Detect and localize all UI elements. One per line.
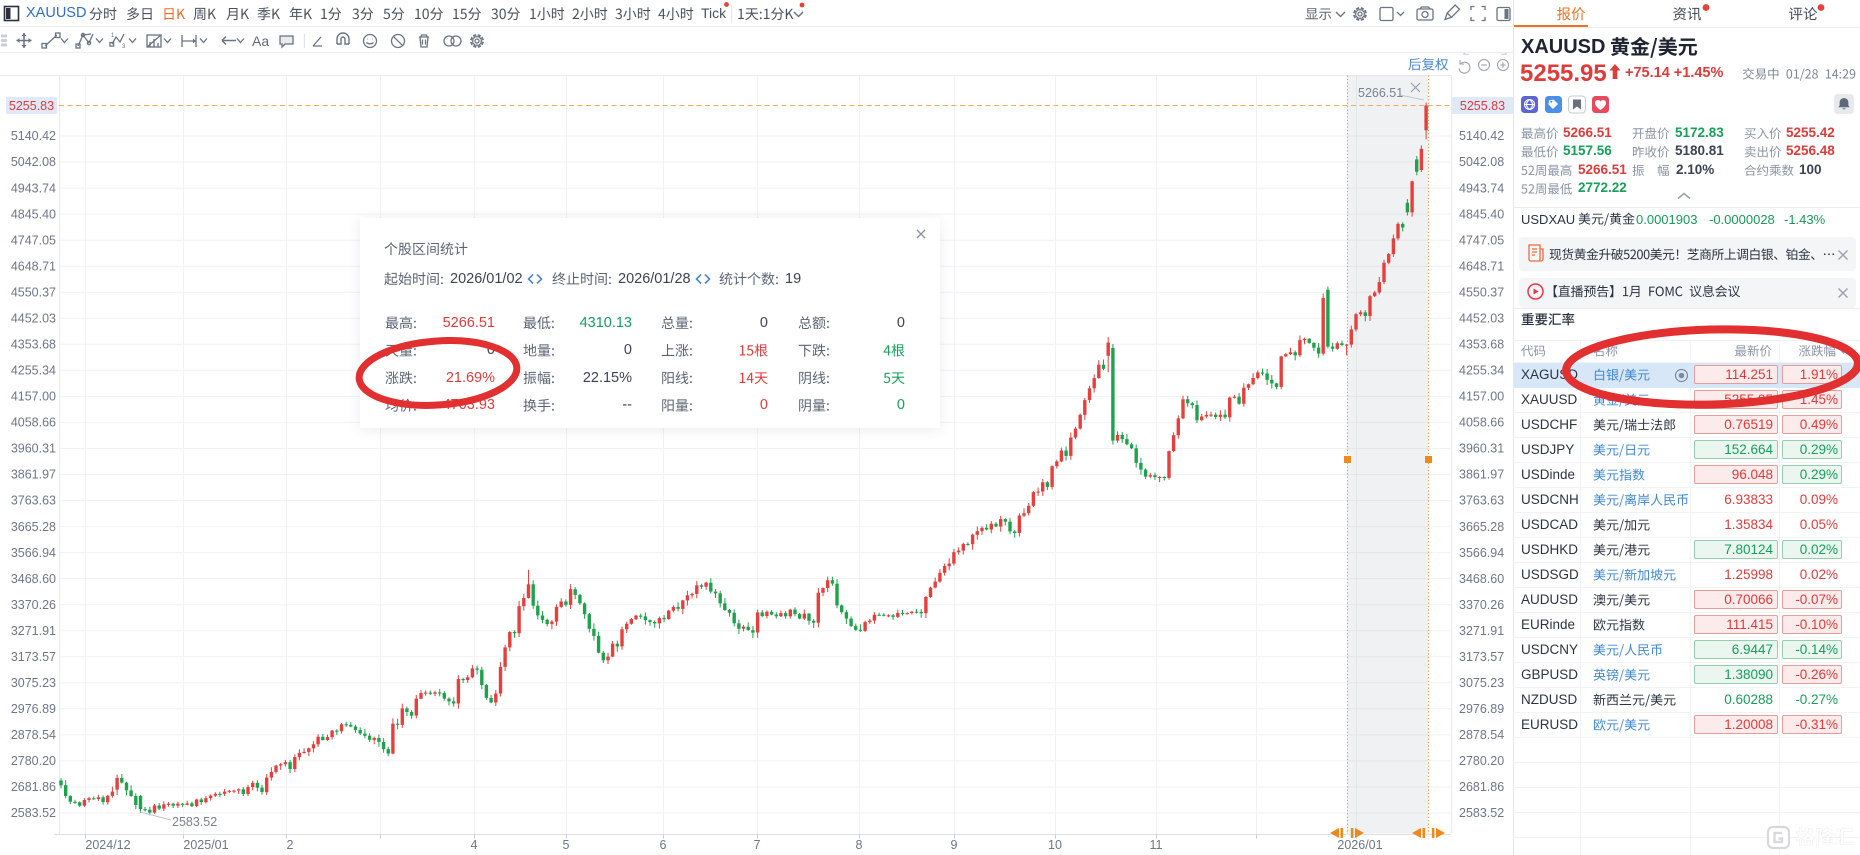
svg-text:8: 8 — [856, 838, 863, 852]
svg-text:4452.03: 4452.03 — [11, 312, 56, 326]
svg-text:4648.71: 4648.71 — [11, 259, 56, 273]
svg-text:4747.05: 4747.05 — [1459, 233, 1504, 247]
svg-text:4353.68: 4353.68 — [1459, 338, 1504, 352]
svg-text:4255.34: 4255.34 — [1459, 364, 1504, 378]
svg-text:3075.23: 3075.23 — [11, 676, 56, 690]
svg-text:3370.26: 3370.26 — [11, 598, 56, 612]
svg-text:3665.28: 3665.28 — [1459, 520, 1504, 534]
svg-text:4747.05: 4747.05 — [11, 233, 56, 247]
svg-text:2024/12: 2024/12 — [85, 838, 130, 852]
svg-text:4: 4 — [471, 838, 478, 852]
svg-text:3665.28: 3665.28 — [11, 520, 56, 534]
svg-text:2976.89: 2976.89 — [1459, 702, 1504, 716]
svg-text:4845.40: 4845.40 — [1459, 207, 1504, 221]
svg-text:3763.63: 3763.63 — [1459, 494, 1504, 508]
svg-text:4648.71: 4648.71 — [1459, 259, 1504, 273]
svg-text:3566.94: 3566.94 — [11, 546, 56, 560]
svg-text:4845.40: 4845.40 — [11, 207, 56, 221]
svg-text:3: 3 — [122, 44, 126, 50]
svg-text:4157.00: 4157.00 — [1459, 390, 1504, 404]
svg-text:3271.91: 3271.91 — [1459, 624, 1504, 638]
svg-text:3370.26: 3370.26 — [1459, 598, 1504, 612]
svg-text:3271.91: 3271.91 — [11, 624, 56, 638]
svg-text:5266.51: 5266.51 — [1358, 86, 1403, 100]
svg-text:5255.83: 5255.83 — [1460, 99, 1505, 113]
svg-text:6: 6 — [660, 838, 667, 852]
svg-text:2780.20: 2780.20 — [1459, 754, 1504, 768]
svg-text:4452.03: 4452.03 — [1459, 312, 1504, 326]
svg-text:3173.57: 3173.57 — [1459, 650, 1504, 664]
svg-text:2583.52: 2583.52 — [11, 806, 56, 820]
svg-text:3861.97: 3861.97 — [1459, 468, 1504, 482]
svg-text:4353.68: 4353.68 — [11, 338, 56, 352]
svg-text:2583.52: 2583.52 — [172, 815, 217, 829]
svg-text:3763.63: 3763.63 — [11, 494, 56, 508]
svg-text:7: 7 — [754, 838, 761, 852]
svg-text:4943.74: 4943.74 — [11, 181, 56, 195]
svg-text:4058.66: 4058.66 — [11, 416, 56, 430]
svg-text:4255.34: 4255.34 — [11, 364, 56, 378]
svg-text:11: 11 — [1150, 838, 1163, 852]
svg-text:10: 10 — [1048, 838, 1062, 852]
svg-text:2681.86: 2681.86 — [11, 780, 56, 794]
svg-text:5042.08: 5042.08 — [11, 155, 56, 169]
svg-text:1: 1 — [111, 33, 115, 39]
svg-text:2681.86: 2681.86 — [1459, 780, 1504, 794]
svg-text:2780.20: 2780.20 — [11, 754, 56, 768]
svg-text:2878.54: 2878.54 — [1459, 728, 1504, 742]
svg-text:3960.31: 3960.31 — [11, 442, 56, 456]
svg-text:9: 9 — [951, 838, 958, 852]
svg-text:2026/01: 2026/01 — [1337, 838, 1382, 852]
svg-text:3468.60: 3468.60 — [11, 572, 56, 586]
svg-text:5140.42: 5140.42 — [1459, 129, 1504, 143]
svg-text:2583.52: 2583.52 — [1459, 806, 1504, 820]
svg-text:4058.66: 4058.66 — [1459, 416, 1504, 430]
svg-text:2025/01: 2025/01 — [183, 838, 228, 852]
svg-text:5042.08: 5042.08 — [1459, 155, 1504, 169]
svg-text:3960.31: 3960.31 — [1459, 442, 1504, 456]
svg-text:Aa: Aa — [252, 33, 269, 49]
svg-text:5: 5 — [563, 838, 570, 852]
svg-text:5255.83: 5255.83 — [9, 99, 54, 113]
svg-text:4943.74: 4943.74 — [1459, 181, 1504, 195]
svg-text:3075.23: 3075.23 — [1459, 676, 1504, 690]
svg-text:5140.42: 5140.42 — [11, 129, 56, 143]
svg-text:4550.37: 4550.37 — [11, 285, 56, 299]
svg-text:3173.57: 3173.57 — [11, 650, 56, 664]
svg-text:3861.97: 3861.97 — [11, 468, 56, 482]
svg-text:4550.37: 4550.37 — [1459, 285, 1504, 299]
svg-text:2: 2 — [287, 838, 294, 852]
svg-text:2878.54: 2878.54 — [11, 728, 56, 742]
svg-text:3468.60: 3468.60 — [1459, 572, 1504, 586]
svg-text:3566.94: 3566.94 — [1459, 546, 1504, 560]
svg-text:2976.89: 2976.89 — [11, 702, 56, 716]
svg-text:4157.00: 4157.00 — [11, 390, 56, 404]
